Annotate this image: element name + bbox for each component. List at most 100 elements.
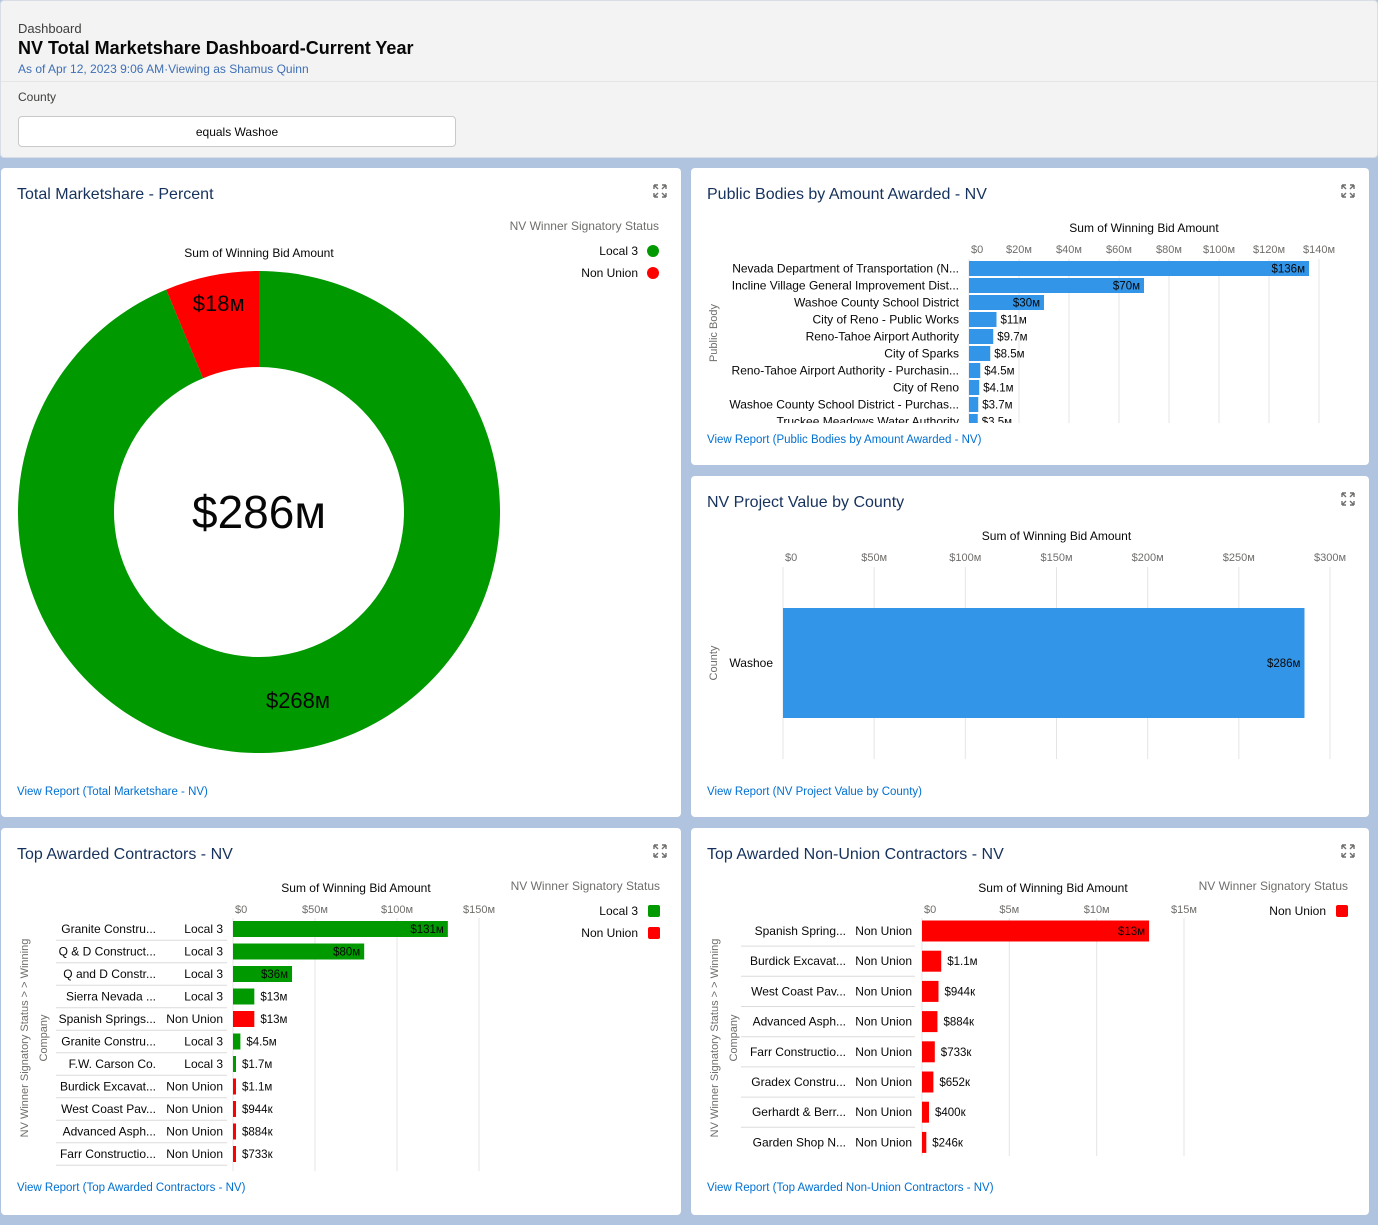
tick-label: $50м <box>861 552 887 564</box>
nonunion-contractors-chart: Sum of Winning Bid Amount NV Winner Signa… <box>709 879 1348 1156</box>
bar <box>969 329 994 344</box>
legend-label: Local 3 <box>599 244 638 258</box>
data-label: $3.7м <box>982 400 1012 412</box>
donut-center-label: $286м <box>192 486 326 538</box>
bar <box>969 397 979 412</box>
bar <box>233 1123 236 1140</box>
slice-label: $268м <box>266 688 330 713</box>
status-label: Local 3 <box>184 1057 223 1071</box>
bar <box>233 1146 236 1162</box>
bar <box>922 1071 934 1093</box>
bar <box>233 1033 241 1050</box>
company-label: West Coast Pav... <box>61 1102 156 1116</box>
company-label: Farr Constructio... <box>60 1147 156 1161</box>
y-axis-label: County <box>708 645 720 680</box>
data-label: $652к <box>939 1077 971 1089</box>
data-label: $944к <box>242 1104 274 1116</box>
company-label: Sierra Nevada ... <box>66 990 156 1004</box>
bar <box>969 295 1044 310</box>
company-label: Gerhardt & Berr... <box>752 1105 846 1119</box>
card-nonunion-contractors: Top Awarded Non-Union Contractors - NV S… <box>691 828 1369 1215</box>
bar <box>233 1101 236 1117</box>
tick-label: $100м <box>949 552 981 564</box>
view-report-link[interactable]: View Report (Top Awarded Contractors - N… <box>17 1182 246 1194</box>
data-label: $13м <box>1118 926 1145 938</box>
expand-icon[interactable] <box>1341 492 1355 506</box>
bar <box>922 1011 938 1033</box>
y-axis-label: Company <box>38 1014 50 1062</box>
company-label: Burdick Excavat... <box>60 1080 156 1094</box>
status-label: Non Union <box>855 954 912 968</box>
data-label: $36м <box>261 969 288 981</box>
bar <box>233 1011 255 1027</box>
tick-label: $150м <box>463 904 495 916</box>
data-label: $8.5м <box>994 349 1024 361</box>
company-label: F.W. Carson Co. <box>69 1057 156 1071</box>
slice-label: $18м <box>193 291 245 316</box>
bar <box>233 1056 236 1072</box>
tick-label: $0 <box>235 904 247 916</box>
bar <box>969 414 978 423</box>
data-label: $733к <box>941 1047 973 1059</box>
tick-label: $20м <box>1006 244 1032 256</box>
tick-label: $100м <box>1203 244 1235 256</box>
category-label: City of Sparks <box>884 347 959 361</box>
legend-swatch <box>647 245 659 257</box>
category-label: City of Reno - Public Works <box>813 313 960 327</box>
bar <box>922 1101 929 1123</box>
bars-group: Washoe $286м <box>729 608 1305 718</box>
data-label: $733к <box>242 1149 274 1161</box>
data-label: $4.5м <box>984 366 1014 378</box>
card-county: NV Project Value by County Sum of Winnin… <box>691 476 1369 817</box>
bar <box>922 920 1150 942</box>
company-label: Spanish Spring... <box>755 924 846 938</box>
chart-title: Sum of Winning Bid Amount <box>978 881 1128 895</box>
status-label: Local 3 <box>184 967 223 981</box>
rows-group: Granite Constru... Local 3 $131м Q & D Cons… <box>56 921 448 1166</box>
bar <box>233 943 365 960</box>
status-label: Non Union <box>855 1105 912 1119</box>
view-report-link[interactable]: View Report (Public Bodies by Amount Awa… <box>707 434 982 446</box>
breadcrumb: Dashboard <box>18 21 82 36</box>
legend-swatch <box>648 927 660 939</box>
expand-icon[interactable] <box>653 844 667 858</box>
view-report-link[interactable]: View Report (NV Project Value by County) <box>707 786 922 798</box>
tick-label: $140м <box>1303 244 1335 256</box>
legend-title: NV Winner Signatory Status <box>1199 879 1348 893</box>
status-label: Local 3 <box>184 945 223 959</box>
company-label: Granite Constru... <box>61 922 156 936</box>
rows-group: Spanish Spring... Non Union $13м Burdick Ex… <box>741 920 1150 1153</box>
expand-icon[interactable] <box>1341 184 1355 198</box>
donut-slice-local-3 <box>17 271 500 753</box>
y-axis-label: NV Winner Signatory Status > > Winning <box>709 939 721 1138</box>
expand-icon[interactable] <box>653 184 667 198</box>
bar <box>922 980 939 1002</box>
county-filter-button[interactable]: equals Washoe <box>18 116 456 147</box>
legend-swatch <box>1336 905 1348 917</box>
status-label: Local 3 <box>184 990 223 1004</box>
data-label: $13м <box>260 1014 287 1026</box>
bar <box>969 380 980 395</box>
expand-icon[interactable] <box>1341 844 1355 858</box>
tick-label: $200м <box>1132 552 1164 564</box>
card-title: Total Marketshare - Percent <box>17 186 214 203</box>
bar <box>969 346 991 361</box>
company-label: Q & D Construct... <box>59 945 156 959</box>
tick-label: $15м <box>1171 904 1197 916</box>
company-label: Burdick Excavat... <box>750 954 846 968</box>
tick-label: $0 <box>924 904 936 916</box>
data-label: $80м <box>333 947 360 959</box>
company-label: Advanced Asph... <box>753 1015 846 1029</box>
view-report-link[interactable]: View Report (Top Awarded Non-Union Contr… <box>707 1182 994 1194</box>
status-label: Local 3 <box>184 1035 223 1049</box>
card-title: Top Awarded Contractors - NV <box>17 846 233 863</box>
tick-label: $150м <box>1040 552 1072 564</box>
legend-label: Non Union <box>581 926 638 940</box>
view-report-link[interactable]: View Report (Total Marketshare - NV) <box>17 786 208 798</box>
legend-swatch <box>647 267 659 279</box>
status-label: Non Union <box>855 1135 912 1149</box>
status-label: Non Union <box>166 1125 223 1139</box>
tick-label: $100м <box>381 904 413 916</box>
tick-label: $250м <box>1223 552 1255 564</box>
tick-label: $5м <box>999 904 1019 916</box>
